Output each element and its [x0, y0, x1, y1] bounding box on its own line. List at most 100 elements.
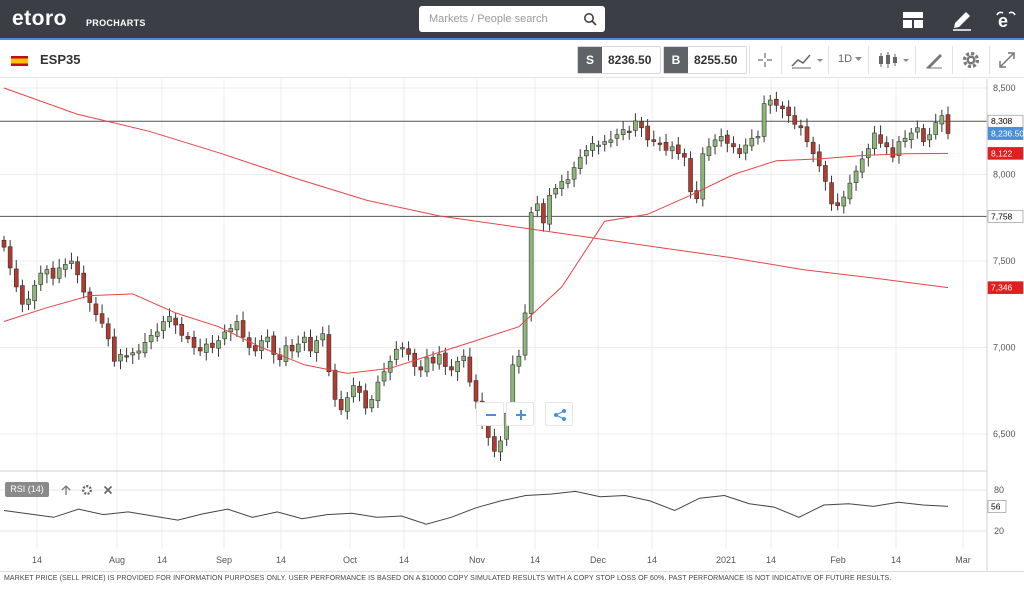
candle-up [381, 371, 387, 382]
toolbar-divider [868, 46, 869, 74]
search-icon[interactable] [583, 12, 597, 26]
search-input[interactable] [419, 6, 579, 32]
candlestick [725, 130, 730, 153]
candlestick [203, 338, 209, 361]
candle-up [559, 181, 565, 189]
etoro-logo[interactable]: etoro [12, 7, 67, 30]
sell-price-box[interactable]: S 8236.50 [577, 46, 661, 74]
candlestick [608, 130, 614, 148]
candle-down [945, 114, 951, 134]
buy-price-box[interactable]: B 8255.50 [663, 46, 747, 74]
candle-down [191, 336, 197, 348]
gear-icon[interactable] [957, 46, 985, 74]
timeframe-selector[interactable]: 1D [831, 46, 865, 74]
candle-up [314, 340, 319, 353]
svg-text:e: e [998, 11, 1008, 31]
candle-down [179, 324, 185, 336]
candlestick [400, 342, 405, 358]
candlestick [38, 265, 44, 291]
rsi-tick-label: 20 [994, 526, 1004, 536]
candlestick [105, 317, 111, 347]
time-tick-label: Sep [216, 555, 232, 565]
candlestick [1, 235, 7, 252]
candlestick [700, 147, 706, 207]
candlestick [718, 128, 724, 147]
candle-down [210, 342, 215, 348]
candlestick [381, 362, 387, 387]
spain-flag-icon [11, 56, 28, 66]
candle-down [1, 239, 7, 248]
candlestick [823, 160, 828, 191]
candle-up [344, 397, 350, 412]
candle-up [608, 139, 614, 143]
candle-up [534, 203, 540, 211]
candle-down [87, 291, 93, 303]
layout-icon[interactable] [901, 8, 925, 32]
etoro-user-icon[interactable]: e [994, 8, 1018, 32]
candle-down [332, 369, 338, 400]
candle-down [835, 202, 840, 206]
candlestick [449, 359, 454, 377]
zoom-in-button[interactable] [506, 402, 534, 426]
search-box[interactable] [419, 6, 605, 32]
candle-down [682, 153, 687, 158]
candlestick [283, 336, 289, 367]
price-badge: 7,346 [987, 281, 1024, 294]
crosshair-icon[interactable] [752, 46, 778, 74]
price-badge: 8,122 [987, 147, 1024, 160]
time-tick-label: 14 [399, 555, 409, 565]
close-icon[interactable] [102, 484, 114, 496]
candle-up [498, 440, 503, 453]
candlestick [657, 136, 663, 151]
candlestick [7, 240, 13, 276]
price-tick-label: 6,500 [993, 429, 1016, 439]
candle-up [577, 156, 583, 169]
candlestick [731, 136, 736, 154]
candlestick [154, 323, 160, 342]
zoom-out-button[interactable] [476, 402, 504, 426]
buy-price: 8255.50 [694, 53, 738, 67]
candle-down [7, 246, 13, 269]
candle-up [522, 312, 528, 356]
candlestick [289, 339, 295, 359]
candle-down [406, 348, 411, 355]
candlestick [749, 129, 755, 151]
rsi-indicator-label[interactable]: RSI (14) [5, 482, 49, 497]
candle-down [20, 285, 25, 305]
time-tick-label: Oct [343, 555, 358, 565]
plus-icon [516, 410, 526, 420]
candle-down [271, 335, 277, 355]
drawing-tools-icon[interactable] [920, 46, 948, 74]
toolbar-divider [989, 46, 990, 74]
rsi-value-label: 56 [991, 501, 1001, 511]
candlestick [112, 328, 117, 367]
candlestick [26, 290, 31, 311]
chart-type-icon[interactable] [786, 46, 826, 74]
candle-down [173, 317, 178, 326]
price-tick-label: 8,000 [993, 170, 1016, 180]
candle-down [645, 125, 650, 141]
candlestick [314, 335, 319, 362]
indicators-icon[interactable] [873, 46, 913, 74]
gear-icon[interactable] [81, 484, 93, 496]
candle-down [657, 142, 663, 145]
candle-up [69, 260, 74, 264]
arrow-up-icon[interactable] [60, 484, 72, 496]
share-button[interactable] [545, 402, 573, 426]
candle-up [222, 331, 227, 340]
candlestick [81, 265, 86, 299]
price-tick-label: 8,500 [993, 83, 1016, 93]
candlestick [436, 346, 442, 370]
candlestick [461, 349, 467, 368]
candlestick [553, 184, 558, 199]
candlestick [841, 190, 847, 214]
candle-up [853, 170, 859, 183]
candlestick [890, 139, 896, 163]
candle-up [203, 343, 209, 353]
fullscreen-icon[interactable] [993, 46, 1021, 74]
pencil-icon[interactable] [950, 8, 974, 32]
candlestick [682, 148, 687, 167]
candle-up [351, 385, 356, 398]
instrument-symbol: ESP35 [40, 52, 81, 67]
